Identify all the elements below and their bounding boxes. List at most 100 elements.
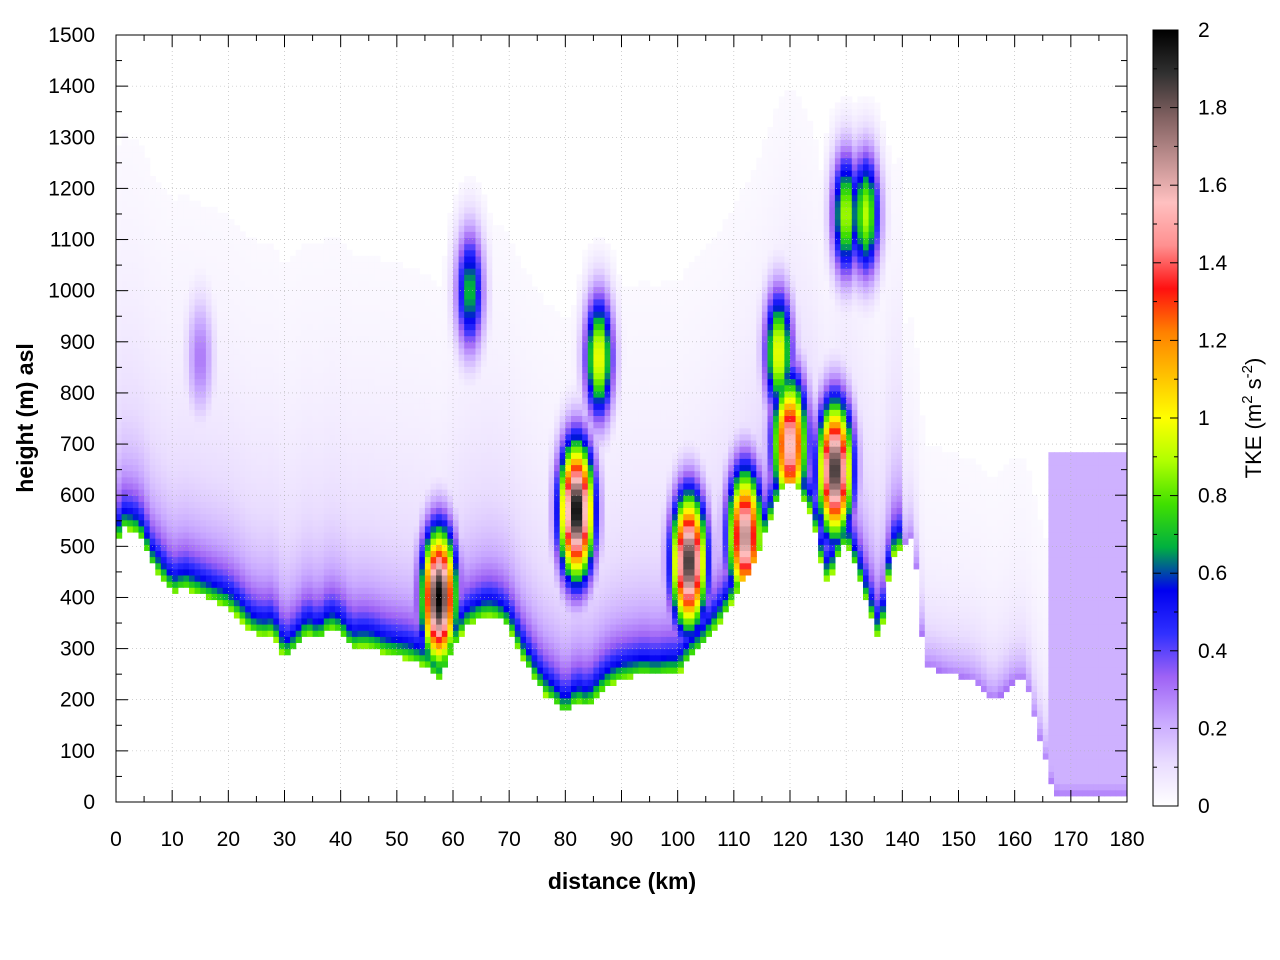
tke-cell xyxy=(205,341,213,349)
tke-cell xyxy=(329,427,336,435)
tke-cell xyxy=(301,624,308,631)
tke-cell xyxy=(475,605,482,613)
tke-cell xyxy=(256,341,263,349)
tke-cell xyxy=(267,354,274,361)
tke-cell xyxy=(391,470,398,478)
tke-cell xyxy=(318,470,325,478)
tke-cell xyxy=(526,415,533,423)
tke-cell xyxy=(295,605,302,613)
tke-cell xyxy=(453,464,460,472)
tke-cell xyxy=(531,544,538,551)
tke-cell xyxy=(537,415,544,423)
tke-cell xyxy=(419,317,426,324)
tke-cell xyxy=(256,292,263,300)
tke-cell xyxy=(295,440,302,447)
tke-cell xyxy=(155,194,162,202)
tke-cell xyxy=(278,513,286,521)
tke-cell xyxy=(514,624,521,631)
tke-cell xyxy=(351,341,359,349)
tke-cell xyxy=(340,341,347,349)
tke-cell xyxy=(464,354,471,361)
tke-cell xyxy=(357,360,364,367)
tke-cell xyxy=(121,495,128,502)
tke-cell xyxy=(363,525,370,533)
tke-cell xyxy=(323,575,330,582)
tke-cell xyxy=(166,489,173,496)
tke-cell xyxy=(329,243,336,251)
tke-cell xyxy=(273,495,280,502)
tke-cell xyxy=(464,519,471,527)
tke-cell xyxy=(222,372,229,380)
tke-cell xyxy=(183,225,190,232)
tke-cell xyxy=(514,617,521,625)
tke-cell xyxy=(194,298,201,306)
tke-cell xyxy=(351,440,359,447)
tke-cell xyxy=(290,495,297,502)
tke-cell xyxy=(222,409,229,416)
tke-cell xyxy=(492,458,499,466)
tke-cell xyxy=(323,421,330,429)
tke-cell xyxy=(189,403,196,410)
tke-cell xyxy=(486,341,493,349)
tke-cell xyxy=(385,642,392,650)
tke-cell xyxy=(132,212,139,220)
tke-cell xyxy=(245,611,252,619)
tke-cell xyxy=(430,378,437,386)
tke-cell xyxy=(391,519,398,527)
tke-cell xyxy=(447,599,454,607)
tke-cell xyxy=(408,464,415,472)
tke-cell xyxy=(284,464,291,472)
tke-cell xyxy=(526,599,533,607)
tke-cell xyxy=(408,390,415,398)
tke-cell xyxy=(149,550,156,558)
tke-cell xyxy=(441,538,448,545)
tke-cell xyxy=(301,249,308,257)
tke-cell xyxy=(160,464,168,472)
tke-cell xyxy=(166,298,173,306)
tke-cell xyxy=(194,317,201,324)
tke-cell xyxy=(116,280,123,288)
tke-cell xyxy=(340,366,347,373)
tke-cell xyxy=(284,268,291,275)
tke-cell xyxy=(385,323,392,331)
tke-cell xyxy=(233,464,241,472)
tke-cell xyxy=(357,452,364,459)
tke-cell xyxy=(475,354,482,361)
tke-cell xyxy=(239,617,246,625)
tke-cell xyxy=(436,329,443,337)
tke-cell xyxy=(245,323,252,331)
tke-cell xyxy=(380,538,387,545)
tke-cell xyxy=(267,341,274,349)
tke-cell xyxy=(492,507,499,515)
tke-cell xyxy=(464,440,471,447)
tke-cell xyxy=(430,421,437,429)
tke-cell xyxy=(205,305,213,312)
tke-cell xyxy=(497,255,505,263)
tke-cell xyxy=(351,403,359,410)
tke-cell xyxy=(408,654,415,662)
tke-cell xyxy=(278,298,286,306)
tke-cell xyxy=(436,519,443,527)
tke-cell xyxy=(323,593,330,601)
tke-cell xyxy=(531,495,538,502)
tke-cell xyxy=(335,476,342,484)
tke-cell xyxy=(278,624,286,631)
tke-cell xyxy=(340,630,347,637)
tke-cell xyxy=(222,262,229,269)
tke-cell xyxy=(127,262,134,269)
tke-cell xyxy=(497,403,505,410)
tke-cell xyxy=(335,575,342,582)
tke-cell xyxy=(121,427,128,435)
tke-cell xyxy=(368,311,375,318)
tke-cell xyxy=(228,544,235,551)
tke-cell xyxy=(531,384,538,392)
tke-cell xyxy=(447,501,454,508)
tke-cell xyxy=(430,372,437,380)
tke-cell xyxy=(436,390,443,398)
tke-cell xyxy=(380,581,387,588)
tke-cell xyxy=(475,452,482,459)
tke-cell xyxy=(385,262,392,269)
tke-cell xyxy=(469,225,476,232)
tke-cell xyxy=(144,286,151,294)
tke-cell xyxy=(402,390,409,398)
